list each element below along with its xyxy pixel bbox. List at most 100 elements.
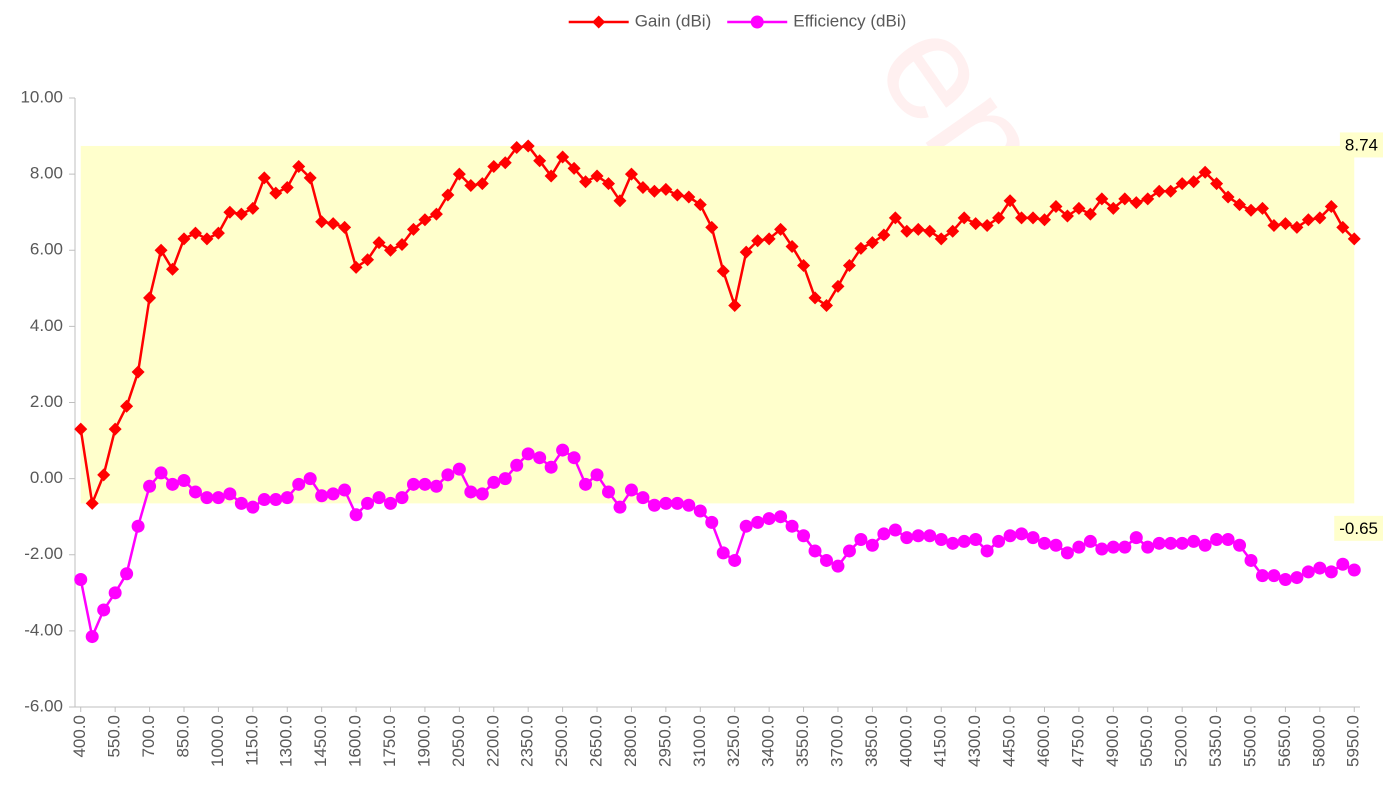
x-tick-label: 1900.0 [414, 715, 433, 767]
marker [1060, 209, 1074, 223]
marker [361, 253, 375, 267]
marker [602, 485, 616, 499]
marker [510, 140, 524, 154]
marker [544, 460, 558, 474]
marker [1290, 571, 1304, 585]
y-tick-label: 4.00 [30, 316, 63, 335]
marker [1015, 527, 1029, 541]
marker [797, 258, 811, 272]
marker [1026, 211, 1040, 225]
marker [946, 536, 960, 550]
marker [831, 559, 845, 573]
marker [659, 182, 673, 196]
marker [579, 477, 593, 491]
marker [1118, 192, 1132, 206]
marker [1267, 219, 1281, 233]
marker [452, 462, 466, 476]
marker [1060, 546, 1074, 560]
marker [1187, 175, 1201, 189]
marker [280, 491, 294, 505]
y-tick-label: 8.00 [30, 164, 63, 183]
marker [521, 447, 535, 461]
marker [590, 468, 604, 482]
marker [177, 474, 191, 488]
legend: Gain (dBi) Efficiency (dBi) [568, 11, 906, 30]
marker [372, 236, 386, 250]
marker [418, 477, 432, 491]
marker [475, 177, 489, 191]
marker [544, 169, 558, 183]
x-tick-label: 3850.0 [862, 715, 881, 767]
marker [154, 243, 168, 257]
marker [1175, 536, 1189, 550]
marker [475, 487, 489, 501]
marker [1037, 536, 1051, 550]
marker [946, 224, 960, 238]
marker [670, 188, 684, 202]
marker [361, 496, 375, 510]
marker [223, 487, 237, 501]
marker [464, 179, 478, 193]
x-tick-label: 5350.0 [1206, 715, 1225, 767]
band-label: -0.65 [1339, 519, 1378, 538]
x-tick-label: 700.0 [139, 715, 158, 758]
marker [257, 493, 271, 507]
marker [269, 493, 283, 507]
marker [1026, 531, 1040, 545]
x-tick-label: 1300.0 [277, 715, 296, 767]
marker [85, 496, 99, 510]
marker [831, 279, 845, 293]
marker [682, 190, 696, 204]
marker [292, 160, 306, 174]
marker [647, 184, 661, 198]
marker [911, 529, 925, 543]
marker [923, 224, 937, 238]
marker [1233, 538, 1247, 552]
marker [1267, 569, 1281, 583]
marker [234, 496, 248, 510]
marker [1301, 565, 1315, 579]
x-tick-label: 2500.0 [552, 715, 571, 767]
marker [1072, 201, 1086, 215]
marker [693, 198, 707, 212]
legend-marker [750, 15, 764, 29]
marker [842, 258, 856, 272]
marker [1347, 232, 1361, 246]
marker [785, 239, 799, 253]
marker [143, 479, 157, 493]
marker [292, 477, 306, 491]
marker [315, 215, 329, 229]
band-label-bg [1339, 132, 1383, 158]
marker [877, 228, 891, 242]
x-tick-label: 3700.0 [827, 715, 846, 767]
marker [487, 475, 501, 489]
y-tick-label: 6.00 [30, 240, 63, 259]
marker [1015, 211, 1029, 225]
marker [751, 515, 765, 529]
marker [521, 139, 535, 153]
marker [177, 232, 191, 246]
marker [1118, 540, 1132, 554]
marker [372, 491, 386, 505]
legend-label: Gain (dBi) [635, 11, 712, 30]
marker [590, 169, 604, 183]
marker [97, 603, 111, 617]
marker [338, 220, 352, 234]
x-tick-label: 2050.0 [449, 715, 468, 767]
marker [556, 150, 570, 164]
marker [74, 572, 88, 586]
marker [234, 207, 248, 221]
marker [1095, 192, 1109, 206]
marker [1255, 569, 1269, 583]
marker [567, 161, 581, 175]
marker [211, 226, 225, 240]
band-label-bg [1334, 515, 1383, 541]
marker [1278, 572, 1292, 586]
marker [188, 485, 202, 499]
x-tick-label: 850.0 [173, 715, 192, 758]
marker [624, 167, 638, 181]
x-tick-label: 3400.0 [759, 715, 778, 767]
x-tick-label: 2350.0 [518, 715, 537, 767]
marker [349, 508, 363, 522]
